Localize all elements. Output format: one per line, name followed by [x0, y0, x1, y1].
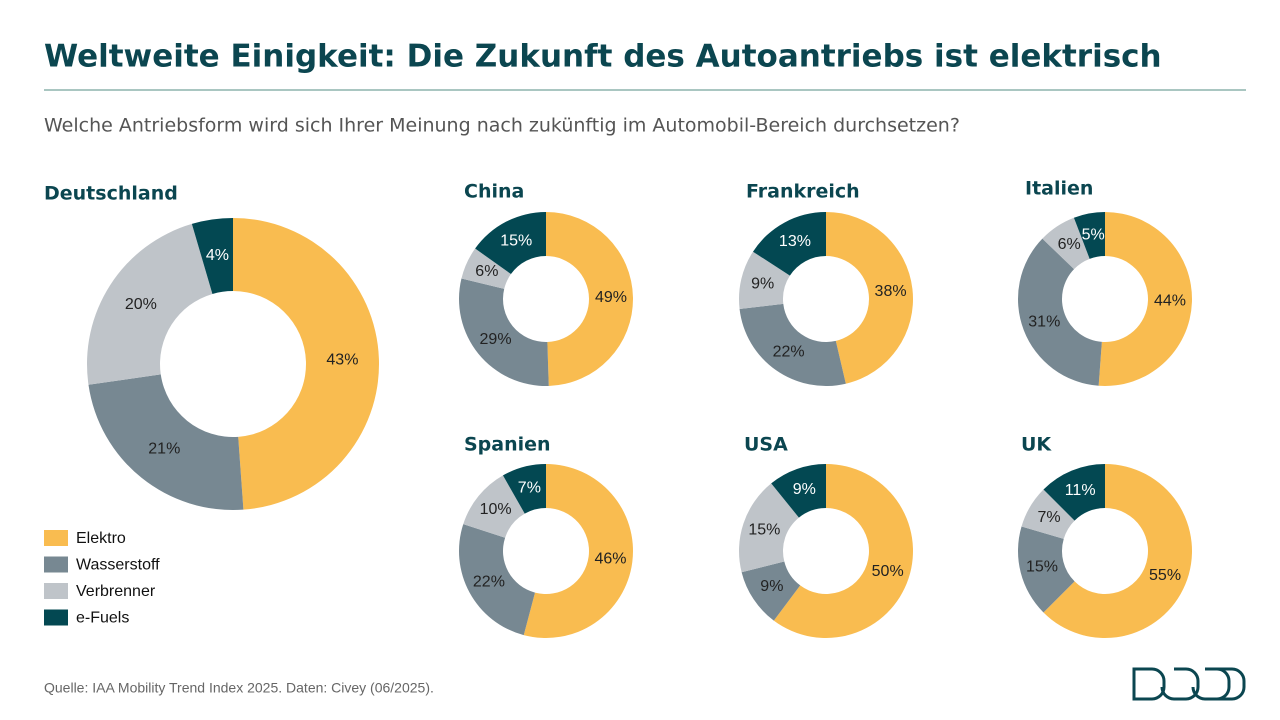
- legend-swatch: [44, 556, 68, 573]
- donut-slice: [739, 251, 790, 309]
- donut-slice: [233, 218, 380, 510]
- chart-title: Frankreich: [746, 181, 860, 203]
- data-label: 20%: [125, 296, 157, 313]
- page-title: Weltweite Einigkeit: Die Zukunft des Aut…: [44, 39, 1162, 75]
- subtitle: Welche Antriebsform wird sich Ihrer Mein…: [44, 115, 960, 137]
- data-label: 11%: [1065, 482, 1096, 499]
- chart-title: USA: [744, 434, 788, 456]
- legend-swatch: [44, 609, 68, 626]
- data-label: 9%: [760, 578, 783, 595]
- logo: [1132, 667, 1246, 701]
- data-label: 6%: [475, 263, 498, 280]
- data-label: 21%: [148, 440, 180, 457]
- data-label: 6%: [1058, 236, 1081, 253]
- data-label: 15%: [748, 522, 780, 539]
- donut-slice: [1043, 464, 1105, 521]
- legend-label: Verbrenner: [76, 583, 156, 600]
- data-label: 15%: [500, 232, 532, 249]
- chart-title: Spanien: [464, 434, 551, 456]
- data-label: 5%: [1082, 226, 1105, 243]
- donut-slice: [502, 464, 546, 514]
- legend-swatch: [44, 583, 68, 599]
- donut-slice: [1043, 464, 1192, 638]
- source: Quelle: IAA Mobility Trend Index 2025. D…: [44, 680, 434, 696]
- chart-title: Italien: [1025, 178, 1093, 200]
- data-label: 22%: [773, 343, 805, 360]
- data-label: 10%: [480, 501, 512, 518]
- data-label: 22%: [473, 573, 505, 590]
- donut-slice: [752, 212, 826, 276]
- legend-label: Elektro: [76, 530, 126, 547]
- legend-label: Wasserstoff: [76, 557, 160, 574]
- donut-slice: [463, 475, 525, 538]
- data-label: 9%: [793, 481, 816, 498]
- donut-slice: [475, 212, 546, 275]
- data-label: 9%: [751, 275, 774, 292]
- data-label: 44%: [1154, 293, 1186, 310]
- donut-slice: [546, 212, 634, 386]
- chart-title: China: [464, 181, 524, 203]
- data-label: 43%: [326, 351, 358, 368]
- legend-swatch: [44, 530, 68, 546]
- data-label: 31%: [1028, 313, 1060, 330]
- donut-slice: [88, 374, 244, 511]
- donut-slice: [1098, 212, 1192, 386]
- data-label: 55%: [1149, 567, 1181, 584]
- data-label: 38%: [875, 283, 907, 300]
- data-label: 7%: [1038, 509, 1061, 526]
- legend-label: e-Fuels: [76, 610, 129, 627]
- data-label: 15%: [1026, 558, 1058, 575]
- donut-slice: [1073, 212, 1105, 259]
- donut-slice: [87, 223, 213, 385]
- donut-slice: [739, 483, 799, 573]
- donut-slice: [459, 524, 535, 636]
- donut-slice: [739, 303, 846, 386]
- data-label: 46%: [594, 551, 626, 568]
- donut-slice: [1021, 489, 1075, 539]
- donut-slice: [1017, 238, 1102, 386]
- donut-slice: [1018, 526, 1075, 613]
- data-label: 29%: [480, 331, 512, 348]
- donut-slice: [461, 248, 511, 289]
- data-label: 7%: [518, 479, 541, 496]
- data-label: 50%: [872, 563, 904, 580]
- data-label: 49%: [595, 289, 627, 306]
- chart-title: Deutschland: [44, 183, 178, 205]
- donut-slice: [459, 278, 549, 387]
- donut-slice: [523, 464, 634, 638]
- donut-slice: [1042, 217, 1090, 270]
- donut-slice: [191, 218, 233, 294]
- donut-slice: [826, 212, 913, 384]
- data-label: 13%: [779, 233, 811, 250]
- donut-slice: [771, 464, 826, 518]
- donut-slice: [741, 561, 801, 621]
- chart-title: UK: [1021, 434, 1052, 456]
- data-label: 4%: [206, 247, 229, 264]
- donut-slice: [773, 464, 914, 639]
